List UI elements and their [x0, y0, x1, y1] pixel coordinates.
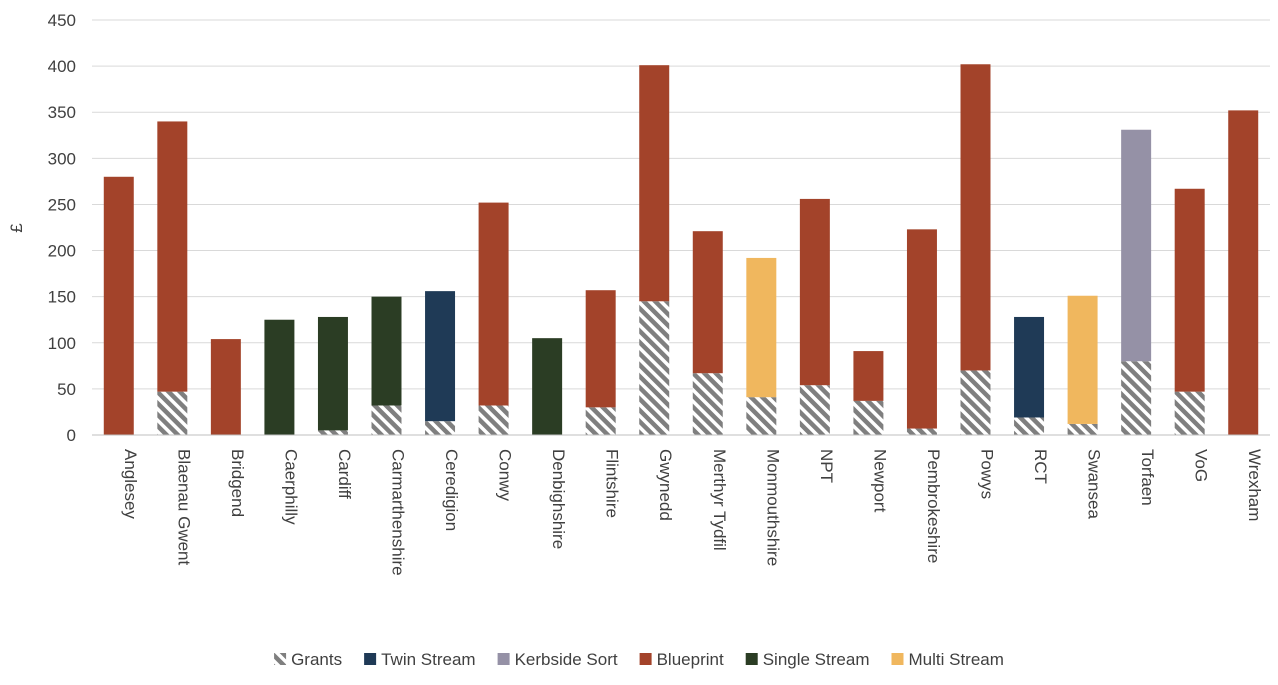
x-tick-label: Cardiff [335, 449, 354, 499]
y-tick-label: 300 [48, 149, 76, 168]
bar-segment-single-stream [532, 338, 563, 435]
bar-segment-grants [317, 430, 348, 435]
bar-segment-blueprint [799, 198, 830, 386]
bar-segment-single-stream [371, 296, 402, 406]
y-tick-label: 150 [48, 288, 76, 307]
bar-segment-blueprint [103, 176, 134, 435]
bar-segment-twin-stream [425, 291, 456, 422]
x-tick-label: RCT [1031, 449, 1050, 484]
bar-segment-grants [960, 370, 991, 435]
legend: Grants Twin Stream Kerbside Sort Blueprint S… [274, 650, 1004, 669]
x-tick-label: Bridgend [228, 449, 247, 517]
x-tick-label: Ceredigion [442, 449, 461, 531]
bar-segment-blueprint [157, 121, 188, 392]
bar-segment-blueprint [478, 202, 509, 406]
x-tick-label: Flintshire [603, 449, 622, 518]
bar-segment-multi-stream [1067, 295, 1098, 424]
bar-segment-grants [906, 428, 937, 435]
y-tick-label: 450 [48, 11, 76, 30]
bar-segment-blueprint [585, 290, 616, 408]
bar-segment-grants [425, 421, 456, 435]
x-tick-label: Conwy [496, 449, 515, 501]
x-tick-label: NPT [817, 449, 836, 483]
bar-segment-blueprint [853, 351, 884, 401]
x-tick-label: VoG [1192, 449, 1211, 482]
legend-label: Single Stream [763, 650, 870, 669]
legend-swatch-twin-stream [364, 653, 377, 665]
x-tick-label: Powys [978, 449, 997, 499]
legend-swatch-blueprint [639, 653, 652, 665]
y-tick-label: 200 [48, 242, 76, 261]
bar-segment-grants [157, 391, 188, 435]
legend-swatch-grants [274, 653, 287, 665]
bar-segment-grants [692, 373, 723, 435]
bar-segment-blueprint [906, 229, 937, 429]
legend-label: Twin Stream [381, 650, 475, 669]
bar-segment-blueprint [639, 65, 670, 302]
x-tick-label: Anglesey [121, 449, 140, 519]
bar-segment-grants [585, 407, 616, 435]
x-tick-label: Pembrokeshire [924, 449, 943, 563]
legend-label: Kerbside Sort [515, 650, 618, 669]
bar-segment-grants [746, 397, 777, 435]
bar-segment-blueprint [1174, 188, 1205, 392]
bar-segment-grants [1121, 361, 1152, 435]
bar-segment-single-stream [317, 316, 348, 431]
x-tick-label: Carmarthenshire [389, 449, 408, 576]
legend-label: Grants [291, 650, 342, 669]
axes: 0 50 100 150 200 250 300 350 400 450 Anglesey Blaen… [48, 11, 1270, 576]
x-tick-label: Torfaen [1138, 449, 1157, 506]
y-tick-label: 350 [48, 103, 76, 122]
x-tick-label: Wrexham [1245, 449, 1264, 521]
bar-segment-blueprint [1228, 110, 1259, 435]
x-tick-label: Gwynedd [656, 449, 675, 521]
bar-segment-blueprint [692, 231, 723, 374]
x-tick-label: Blaenau Gwent [174, 449, 193, 566]
y-tick-label: 50 [57, 380, 76, 399]
x-tick-label: Swansea [1085, 449, 1104, 519]
bar-segment-blueprint [960, 64, 991, 371]
legend-swatch-kerbside-sort [497, 653, 510, 665]
legend-swatch-multi-stream [891, 653, 904, 665]
bar-segment-grants [799, 385, 830, 435]
x-tick-label: Caerphilly [281, 449, 300, 525]
bar-segment-multi-stream [746, 257, 777, 398]
x-tick-label: Merthyr Tydfil [710, 449, 729, 551]
x-tick-label: Monmouthshire [763, 449, 782, 566]
bar-segment-grants [853, 400, 884, 435]
bar-segment-grants [1067, 423, 1098, 435]
y-axis-title: £ [7, 223, 26, 233]
y-tick-label: 250 [48, 195, 76, 214]
y-tick-label: 100 [48, 334, 76, 353]
x-tick-label: Denbighshire [549, 449, 568, 549]
bars [103, 64, 1259, 435]
legend-swatch-single-stream [745, 653, 758, 665]
legend-label: Multi Stream [908, 650, 1003, 669]
bar-segment-grants [371, 405, 402, 435]
bar-segment-single-stream [264, 319, 295, 435]
bar-segment-blueprint [210, 339, 241, 435]
bar-segment-grants [478, 405, 509, 435]
x-tick-label: Newport [870, 449, 889, 513]
bar-segment-twin-stream [1014, 316, 1045, 418]
bar-segment-grants [1014, 417, 1045, 435]
y-tick-label: 0 [67, 426, 76, 445]
bar-segment-grants [639, 301, 670, 435]
legend-label: Blueprint [657, 650, 724, 669]
bar-segment-kerbside-sort [1121, 129, 1152, 362]
bar-segment-grants [1174, 391, 1205, 435]
y-tick-label: 400 [48, 57, 76, 76]
